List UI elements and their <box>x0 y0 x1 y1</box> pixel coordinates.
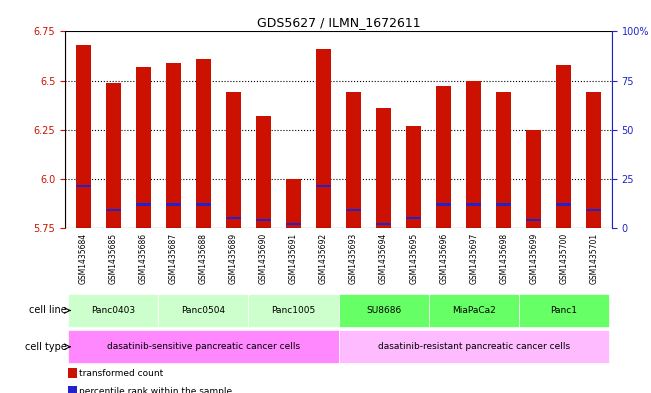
Text: MiaPaCa2: MiaPaCa2 <box>452 306 495 315</box>
Bar <box>249 294 339 327</box>
Bar <box>226 92 241 228</box>
Text: GSM1435699: GSM1435699 <box>529 233 538 284</box>
Bar <box>68 294 158 327</box>
Bar <box>105 83 120 228</box>
Text: GSM1435684: GSM1435684 <box>79 233 88 284</box>
Bar <box>76 45 90 228</box>
Text: GSM1435696: GSM1435696 <box>439 233 448 284</box>
Bar <box>466 203 481 206</box>
Text: Panc1005: Panc1005 <box>271 306 316 315</box>
Bar <box>496 203 511 206</box>
Bar <box>196 59 211 228</box>
Text: GSM1435693: GSM1435693 <box>349 233 358 284</box>
Bar <box>346 92 361 228</box>
Text: GSM1435686: GSM1435686 <box>139 233 148 284</box>
Bar <box>196 203 211 206</box>
Bar <box>557 203 572 206</box>
Bar <box>406 217 421 219</box>
Bar <box>68 368 77 378</box>
Text: dasatinib-sensitive pancreatic cancer cells: dasatinib-sensitive pancreatic cancer ce… <box>107 342 300 351</box>
Bar <box>376 223 391 225</box>
Text: percentile rank within the sample: percentile rank within the sample <box>79 387 232 393</box>
Bar <box>406 126 421 228</box>
Text: GSM1435691: GSM1435691 <box>289 233 298 284</box>
Bar <box>339 330 609 363</box>
Bar <box>135 203 151 206</box>
Bar <box>286 223 301 225</box>
Bar <box>339 294 428 327</box>
Title: GDS5627 / ILMN_1672611: GDS5627 / ILMN_1672611 <box>256 16 421 29</box>
Bar <box>135 67 151 228</box>
Bar <box>166 203 181 206</box>
Bar <box>166 63 181 228</box>
Text: GSM1435700: GSM1435700 <box>559 233 568 284</box>
Bar <box>256 219 271 221</box>
Bar <box>158 294 249 327</box>
Bar <box>428 294 519 327</box>
Bar <box>526 130 542 228</box>
Text: transformed count: transformed count <box>79 369 163 378</box>
Bar <box>376 108 391 228</box>
Text: GSM1435689: GSM1435689 <box>229 233 238 284</box>
Text: GSM1435692: GSM1435692 <box>319 233 328 284</box>
Bar <box>466 81 481 228</box>
Bar <box>436 203 451 206</box>
Text: GSM1435695: GSM1435695 <box>409 233 418 284</box>
Text: GSM1435694: GSM1435694 <box>379 233 388 284</box>
Text: GSM1435697: GSM1435697 <box>469 233 478 284</box>
Text: cell line: cell line <box>29 305 66 316</box>
Bar <box>496 92 511 228</box>
Text: cell type: cell type <box>25 342 66 352</box>
Bar <box>76 185 90 187</box>
Bar <box>587 209 602 211</box>
Text: Panc0504: Panc0504 <box>181 306 225 315</box>
Bar <box>226 217 241 219</box>
Bar <box>519 294 609 327</box>
Bar <box>557 65 572 228</box>
Text: Panc0403: Panc0403 <box>91 306 135 315</box>
Text: GSM1435688: GSM1435688 <box>199 233 208 284</box>
Bar <box>286 179 301 228</box>
Text: SU8686: SU8686 <box>366 306 401 315</box>
Bar <box>256 116 271 228</box>
Text: GSM1435690: GSM1435690 <box>259 233 268 284</box>
Bar <box>316 185 331 187</box>
Text: GSM1435687: GSM1435687 <box>169 233 178 284</box>
Text: GSM1435685: GSM1435685 <box>109 233 118 284</box>
Text: GSM1435701: GSM1435701 <box>589 233 598 284</box>
Bar <box>68 386 77 393</box>
Text: Panc1: Panc1 <box>550 306 577 315</box>
Bar <box>316 49 331 228</box>
Bar <box>526 219 542 221</box>
Bar <box>436 86 451 228</box>
Bar <box>68 330 339 363</box>
Text: GSM1435698: GSM1435698 <box>499 233 508 284</box>
Bar <box>346 209 361 211</box>
Text: dasatinib-resistant pancreatic cancer cells: dasatinib-resistant pancreatic cancer ce… <box>378 342 570 351</box>
Bar <box>587 92 602 228</box>
Bar <box>105 209 120 211</box>
